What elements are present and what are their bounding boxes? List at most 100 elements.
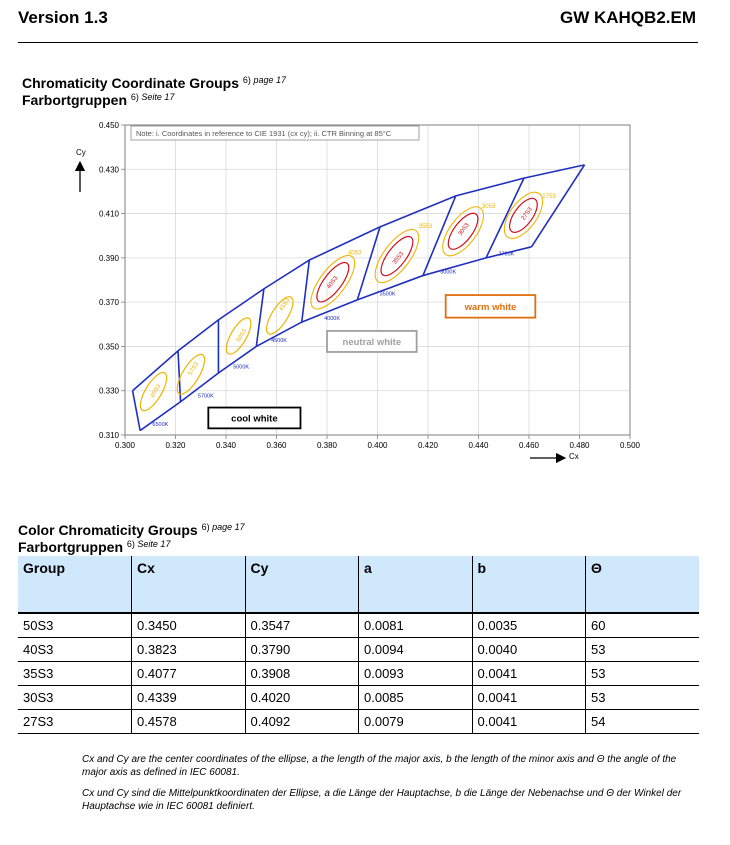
column-header: Cy: [244, 556, 359, 614]
outer-group-label: 3053: [482, 204, 496, 210]
table-cell: 0.0041: [471, 709, 586, 734]
y-tick-label: 0.370: [99, 298, 120, 307]
category-box-cool-white: [207, 406, 302, 430]
x-tick-label: 0.480: [569, 441, 590, 450]
bin-divider-line: [356, 226, 381, 301]
table-cell: 0.3823: [131, 637, 245, 662]
category-label-cool-white: cool white: [231, 413, 277, 424]
header-rule: [18, 42, 698, 43]
footnote-german: Cx und Cy sind die Mittelpunktkoordinate…: [82, 788, 682, 812]
bin-divider-line: [300, 259, 311, 323]
chart-ticks: 0.300 0.320 0.340 0.360 0.380 0.400 0.420 0.440…: [99, 121, 641, 450]
ellipse-outer-27s3: [503, 191, 544, 240]
bin-divider-line: [422, 195, 457, 276]
chart-section-title-de: Farbortgruppen: [22, 92, 127, 108]
table-section-title-de: Farbortgruppen: [18, 539, 123, 555]
table-cell: 40S3: [18, 637, 132, 662]
table-cell: 0.4020: [244, 685, 359, 710]
table-cell: 50S3: [18, 613, 132, 638]
group-label-50s3: 50S3: [236, 328, 249, 344]
y-tick-label: 0.410: [99, 210, 120, 219]
ellipse-outer-30s3: [442, 206, 485, 257]
chart-section-ref-de: 6) Seite 17: [131, 92, 175, 102]
footnote-page: page 17: [253, 75, 286, 85]
table-section-title: Color Chromaticity Groups 6) page 17: [18, 519, 245, 539]
table-cell: 54: [585, 709, 699, 734]
group-label-40s3: 40S3: [326, 275, 340, 290]
bin-divider-line: [177, 350, 182, 402]
table-cell: 0.0041: [471, 661, 586, 686]
column-header: b: [471, 556, 586, 614]
ellipse-27s3: [509, 197, 538, 233]
ellipse-outer-35s3: [374, 229, 420, 284]
table-cell: 0.0041: [471, 685, 586, 710]
category-label-neutral-white: neutral white: [343, 337, 402, 348]
x-tick-label: 0.300: [115, 441, 136, 450]
document-version: Version 1.3: [18, 8, 108, 27]
table-cell: 0.0079: [358, 709, 472, 734]
table-cell: 27S3: [18, 709, 132, 734]
table-section-ref-en: 6) page 17: [202, 522, 245, 532]
table-cell: 0.3450: [131, 613, 245, 638]
upper-boundary-line: [132, 164, 585, 392]
outer-group-label: 3553: [419, 224, 433, 230]
table-cell: 35S3: [18, 661, 132, 686]
table-cell: 0.4077: [131, 661, 245, 686]
x-tick-label: 0.500: [620, 441, 641, 450]
cct-label: 3500K: [380, 292, 396, 298]
bin-divider-line: [131, 390, 141, 431]
ellipse-65s3: [139, 371, 168, 412]
table-row: 27S3 0.4578 0.4092 0.0079 0.0041 54: [18, 709, 699, 734]
table-cell: 0.3908: [244, 661, 359, 686]
ellipse-50s3: [225, 317, 252, 355]
table-cell: 0.4339: [131, 685, 245, 710]
ellipse-35s3: [380, 235, 414, 277]
bin-divider-line: [485, 177, 525, 259]
table-cell: 30S3: [18, 685, 132, 710]
chart-section-subtitle: Farbortgruppen 6) Seite 17: [22, 89, 174, 109]
table-row: 30S3 0.4339 0.4020 0.0085 0.0041 53: [18, 685, 699, 710]
table-row: 35S3 0.4077 0.3908 0.0093 0.0041 53: [18, 661, 699, 686]
ellipse-30s3: [447, 212, 479, 250]
cct-label: 5700K: [198, 393, 214, 399]
group-label-30s3: 30S3: [458, 222, 472, 237]
cct-label: 3000K: [440, 269, 456, 275]
table-section-subtitle: Farbortgruppen 6) Seite 17: [18, 536, 170, 556]
table-cell: 60: [585, 613, 699, 638]
table-cell: 0.4092: [244, 709, 359, 734]
y-tick-label: 0.330: [99, 387, 120, 396]
table-cell: 0.3790: [244, 637, 359, 662]
table-cell: 0.3547: [244, 613, 359, 638]
chart-note-box: [130, 125, 420, 141]
cct-label: 4500K: [271, 338, 287, 344]
footnote-number: 6): [242, 75, 251, 85]
x-tick-label: 0.420: [418, 441, 439, 450]
table-cell: 0.4578: [131, 709, 245, 734]
table-cell: 0.0093: [358, 661, 472, 686]
outer-group-label: 4053: [348, 251, 362, 257]
bin-divider-line: [530, 164, 586, 248]
chart-section-ref-en: 6) page 17: [243, 75, 286, 85]
footnote-page: Seite 17: [137, 539, 171, 549]
chart-section-title-en: Chromaticity Coordinate Groups: [22, 75, 240, 91]
footnote-number: 6): [201, 522, 210, 532]
footnote-page: Seite 17: [141, 92, 175, 102]
table-section-title-en: Color Chromaticity Groups: [18, 522, 198, 538]
table-row: 40S3 0.3823 0.3790 0.0094 0.0040 53: [18, 637, 699, 662]
column-header: Cx: [131, 556, 245, 614]
y-tick-label: 0.430: [99, 165, 120, 174]
x-tick-label: 0.380: [317, 441, 338, 450]
table-cell: 0.0035: [471, 613, 586, 638]
footnote-english: Cx and Cy are the center coordinates of …: [82, 754, 677, 778]
footnote-number: 6): [126, 539, 135, 549]
column-header: a: [358, 556, 472, 614]
table-cell: 0.0081: [358, 613, 472, 638]
chart-section-title: Chromaticity Coordinate Groups 6) page 1…: [22, 72, 286, 92]
category-box-warm-white: [444, 294, 537, 319]
table-section-ref-de: 6) Seite 17: [127, 539, 171, 549]
bin-divider-line: [255, 288, 265, 347]
cct-label: 2700K: [498, 252, 514, 258]
footnote-page: page 17: [212, 522, 245, 532]
x-tick-label: 0.320: [165, 441, 186, 450]
group-label-57s3: 57S3: [188, 361, 201, 377]
